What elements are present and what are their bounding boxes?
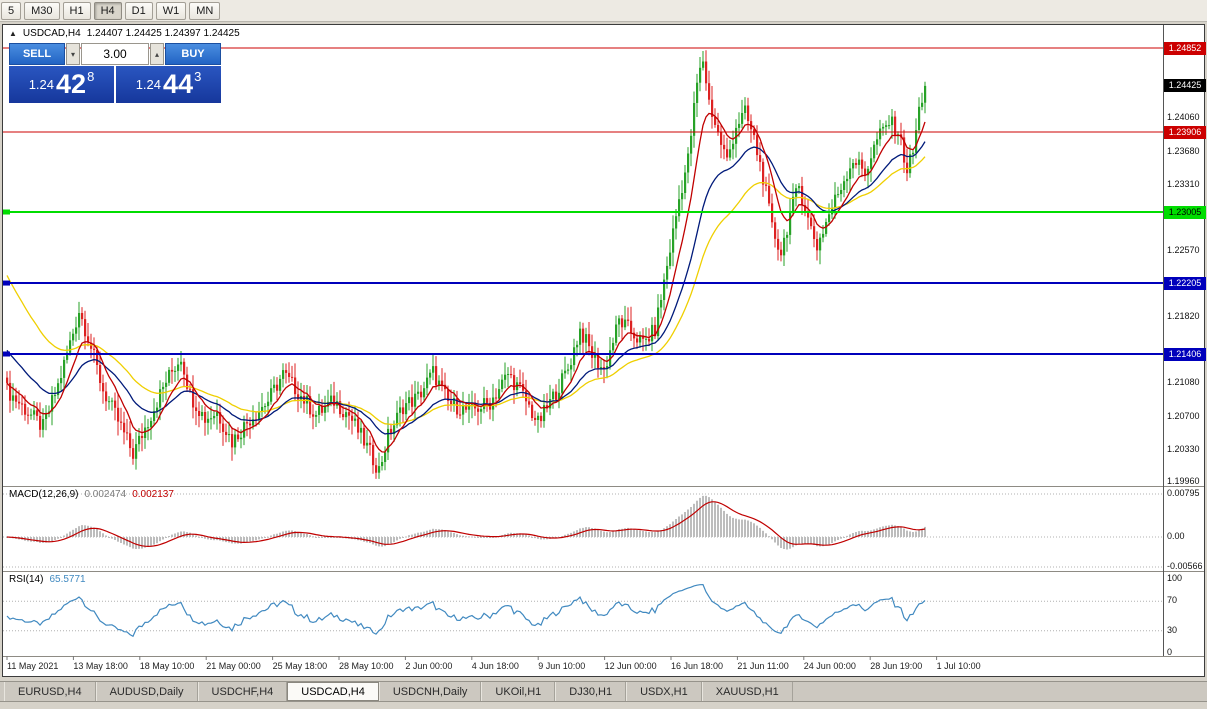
sell-price-prefix: 1.24 [28,77,55,92]
timeframe-button-h1[interactable]: H1 [62,1,91,20]
chart-canvas[interactable] [3,25,1204,676]
current-price-badge: 1.24425 [1164,79,1206,93]
time-axis-label: 2 Jun 00:00 [405,661,453,671]
macd-signal-value: 0.002137 [132,489,174,500]
rsi-axis-label: 30 [1167,624,1178,635]
buy-price-big-digits: 44 [163,69,194,100]
price-axis-label: 1.19960 [1167,476,1200,487]
time-axis-label: 4 Jun 18:00 [471,661,519,671]
time-axis-label: 24 Jun 00:00 [803,661,856,671]
time-axis-label: 9 Jun 10:00 [538,661,586,671]
macd-axis-label: -0.00566 [1167,561,1203,571]
time-axis-label: 13 May 18:00 [73,661,128,671]
chart-ohlc-values: 1.24407 1.24425 1.24397 1.24425 [86,28,240,39]
timeframe-toolbar: 5 M30 H1 H4 D1 W1 MN [0,0,1207,22]
chart-tab-audusd[interactable]: AUDUSD,Daily [95,682,198,701]
time-axis-label: 28 May 10:00 [339,661,394,671]
macd-pane-header: MACD(12,26,9) 0.002474 0.002137 [9,489,174,500]
sell-price-big-digits: 42 [56,69,87,100]
time-axis-label: 16 Jun 18:00 [671,661,724,671]
price-axis-label: 1.23310 [1167,178,1200,189]
timeframe-button-m30[interactable]: M30 [24,1,60,20]
macd-axis-label: 0.00795 [1167,488,1200,498]
chart-symbol-title: USDCAD,H4 [22,28,81,39]
chart-tab-usdchf[interactable]: USDCHF,H4 [197,682,288,701]
chart-header: ▲ USDCAD,H4 1.24407 1.24425 1.24397 1.24… [9,28,240,39]
rsi-axis-label: 0 [1167,647,1173,657]
price-axis-label: 1.22570 [1167,244,1200,255]
chart-tab-bar: EURUSD,H4 AUDUSD,Daily USDCHF,H4 USDCAD,H4 U… [0,681,1207,702]
buy-price-pip-digit: 3 [194,69,202,84]
buy-price-prefix: 1.24 [135,77,162,92]
price-line-badge: 1.21406 [1164,347,1206,361]
price-line-badge: 1.23005 [1164,205,1206,219]
chart-tab-usdcad[interactable]: USDCAD,H4 [287,682,379,701]
price-axis-label: 1.23680 [1167,146,1200,157]
macd-axis-label: 0.00 [1167,531,1185,541]
macd-main-value: 0.002474 [84,489,127,500]
volume-input[interactable] [81,43,149,65]
chart-window[interactable]: ▲ USDCAD,H4 1.24407 1.24425 1.24397 1.24… [2,24,1206,677]
macd-indicator-name: MACD(12,26,9) [9,489,79,500]
price-axis-label: 1.21080 [1167,376,1200,387]
time-axis-label: 1 Jul 10:00 [936,661,981,671]
buy-price-display[interactable]: 1.24 44 3 [116,66,221,103]
price-axis-label: 1.24060 [1167,112,1200,123]
chart-tab-xauusd[interactable]: XAUUSD,H1 [701,682,793,701]
chart-tab-dj30[interactable]: DJ30,H1 [555,682,627,701]
rsi-value: 65.5771 [49,574,86,585]
time-axis-label: 12 Jun 00:00 [604,661,657,671]
price-line-badge: 1.23906 [1164,125,1206,139]
buy-button[interactable]: BUY [165,43,221,65]
rsi-indicator-name: RSI(14) [9,574,44,585]
time-axis-label: 21 Jun 11:00 [737,661,789,671]
timeframe-button-mn[interactable]: MN [189,1,221,20]
chart-tab-usdx[interactable]: USDX,H1 [626,682,702,701]
time-axis-label: 11 May 2021 [7,661,59,671]
price-axis-label: 1.20330 [1167,443,1200,454]
timeframe-button-w1[interactable]: W1 [155,1,187,20]
rsi-axis-label: 70 [1167,595,1178,606]
rsi-axis-label: 100 [1167,573,1183,583]
price-axis-label: 1.20700 [1167,410,1200,421]
time-axis-label: 25 May 18:00 [272,661,328,671]
volume-increase-icon[interactable]: ▴ [150,43,164,65]
sell-button[interactable]: SELL [9,43,65,65]
sell-price-pip-digit: 8 [87,69,95,84]
timeframe-button-d1[interactable]: D1 [124,1,153,20]
sell-price-display[interactable]: 1.24 42 8 [9,66,114,103]
one-click-toggle-icon[interactable]: ▲ [9,29,17,38]
chart-tab-usdcnh[interactable]: USDCNH,Daily [378,682,482,701]
timeframe-button-5[interactable]: 5 [1,1,22,20]
price-axis-label: 1.21820 [1167,311,1200,322]
chart-tab-eurusd[interactable]: EURUSD,H4 [4,682,96,701]
time-axis-label: 21 May 00:00 [206,661,261,671]
timeframe-button-h4[interactable]: H4 [93,1,122,20]
time-axis-label: 18 May 10:00 [139,661,195,671]
chart-tab-ukoil[interactable]: UKOil,H1 [481,682,556,701]
volume-decrease-icon[interactable]: ▾ [66,43,80,65]
price-line-badge: 1.22205 [1164,276,1206,290]
price-line-badge: 1.24852 [1164,41,1206,55]
rsi-pane-header: RSI(14) 65.5771 [9,574,86,585]
time-axis-label: 28 Jun 19:00 [870,661,923,671]
